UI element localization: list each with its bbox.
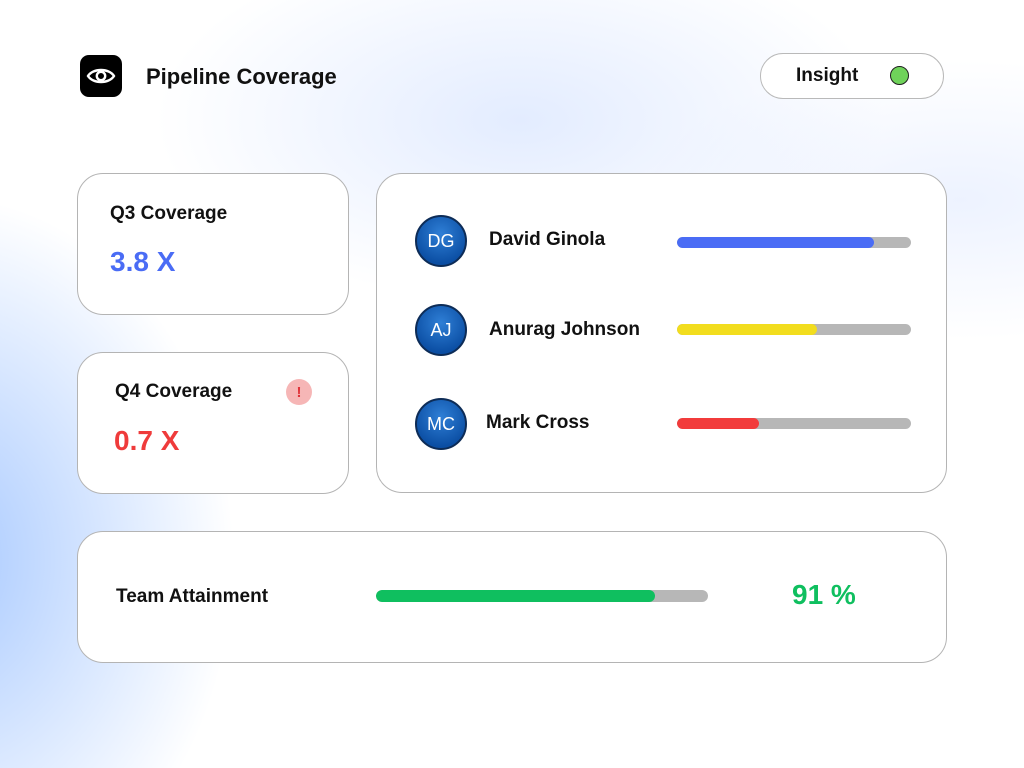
rep-progress-track: [677, 324, 911, 335]
rep-row[interactable]: MC Mark Cross: [415, 398, 935, 454]
rep-progress-fill: [677, 237, 874, 248]
q3-coverage-card: Q3 Coverage 3.8 X: [77, 173, 349, 315]
q4-coverage-label: Q4 Coverage: [115, 381, 233, 402]
team-attainment-card: Team Attainment 91 %: [77, 531, 947, 663]
page-title: Pipeline Coverage: [146, 64, 337, 89]
rep-progress-track: [677, 237, 911, 248]
insight-label: Insight: [796, 65, 859, 86]
team-progress-fill: [376, 590, 655, 602]
rep-progress-fill: [677, 418, 759, 429]
avatar: DG: [415, 215, 467, 267]
rep-progress-card: DG David Ginola AJ Anurag Johnson MC Mar…: [376, 173, 947, 493]
team-progress-track: [376, 590, 708, 602]
alert-glyph: !: [296, 383, 302, 401]
app-logo: [80, 55, 122, 97]
rep-name: David Ginola: [489, 229, 606, 250]
eye-icon: [86, 68, 116, 84]
alert-badge-icon: !: [286, 379, 312, 405]
q4-coverage-card: Q4 Coverage ! 0.7 X: [77, 352, 349, 494]
insight-toggle[interactable]: Insight: [760, 53, 944, 99]
insight-status-dot: [890, 66, 909, 85]
rep-progress-track: [677, 418, 911, 429]
q4-coverage-value: 0.7 X: [114, 425, 180, 456]
rep-name: Anurag Johnson: [489, 319, 640, 340]
avatar: AJ: [415, 304, 467, 356]
rep-row[interactable]: DG David Ginola: [415, 215, 935, 271]
rep-row[interactable]: AJ Anurag Johnson: [415, 304, 935, 360]
avatar: MC: [415, 398, 467, 450]
rep-name: Mark Cross: [486, 412, 590, 433]
q3-coverage-value: 3.8 X: [110, 246, 176, 277]
team-attainment-percent: 91 %: [792, 579, 856, 610]
team-attainment-label: Team Attainment: [116, 586, 269, 607]
rep-progress-fill: [677, 324, 818, 335]
q3-coverage-label: Q3 Coverage: [110, 203, 228, 224]
